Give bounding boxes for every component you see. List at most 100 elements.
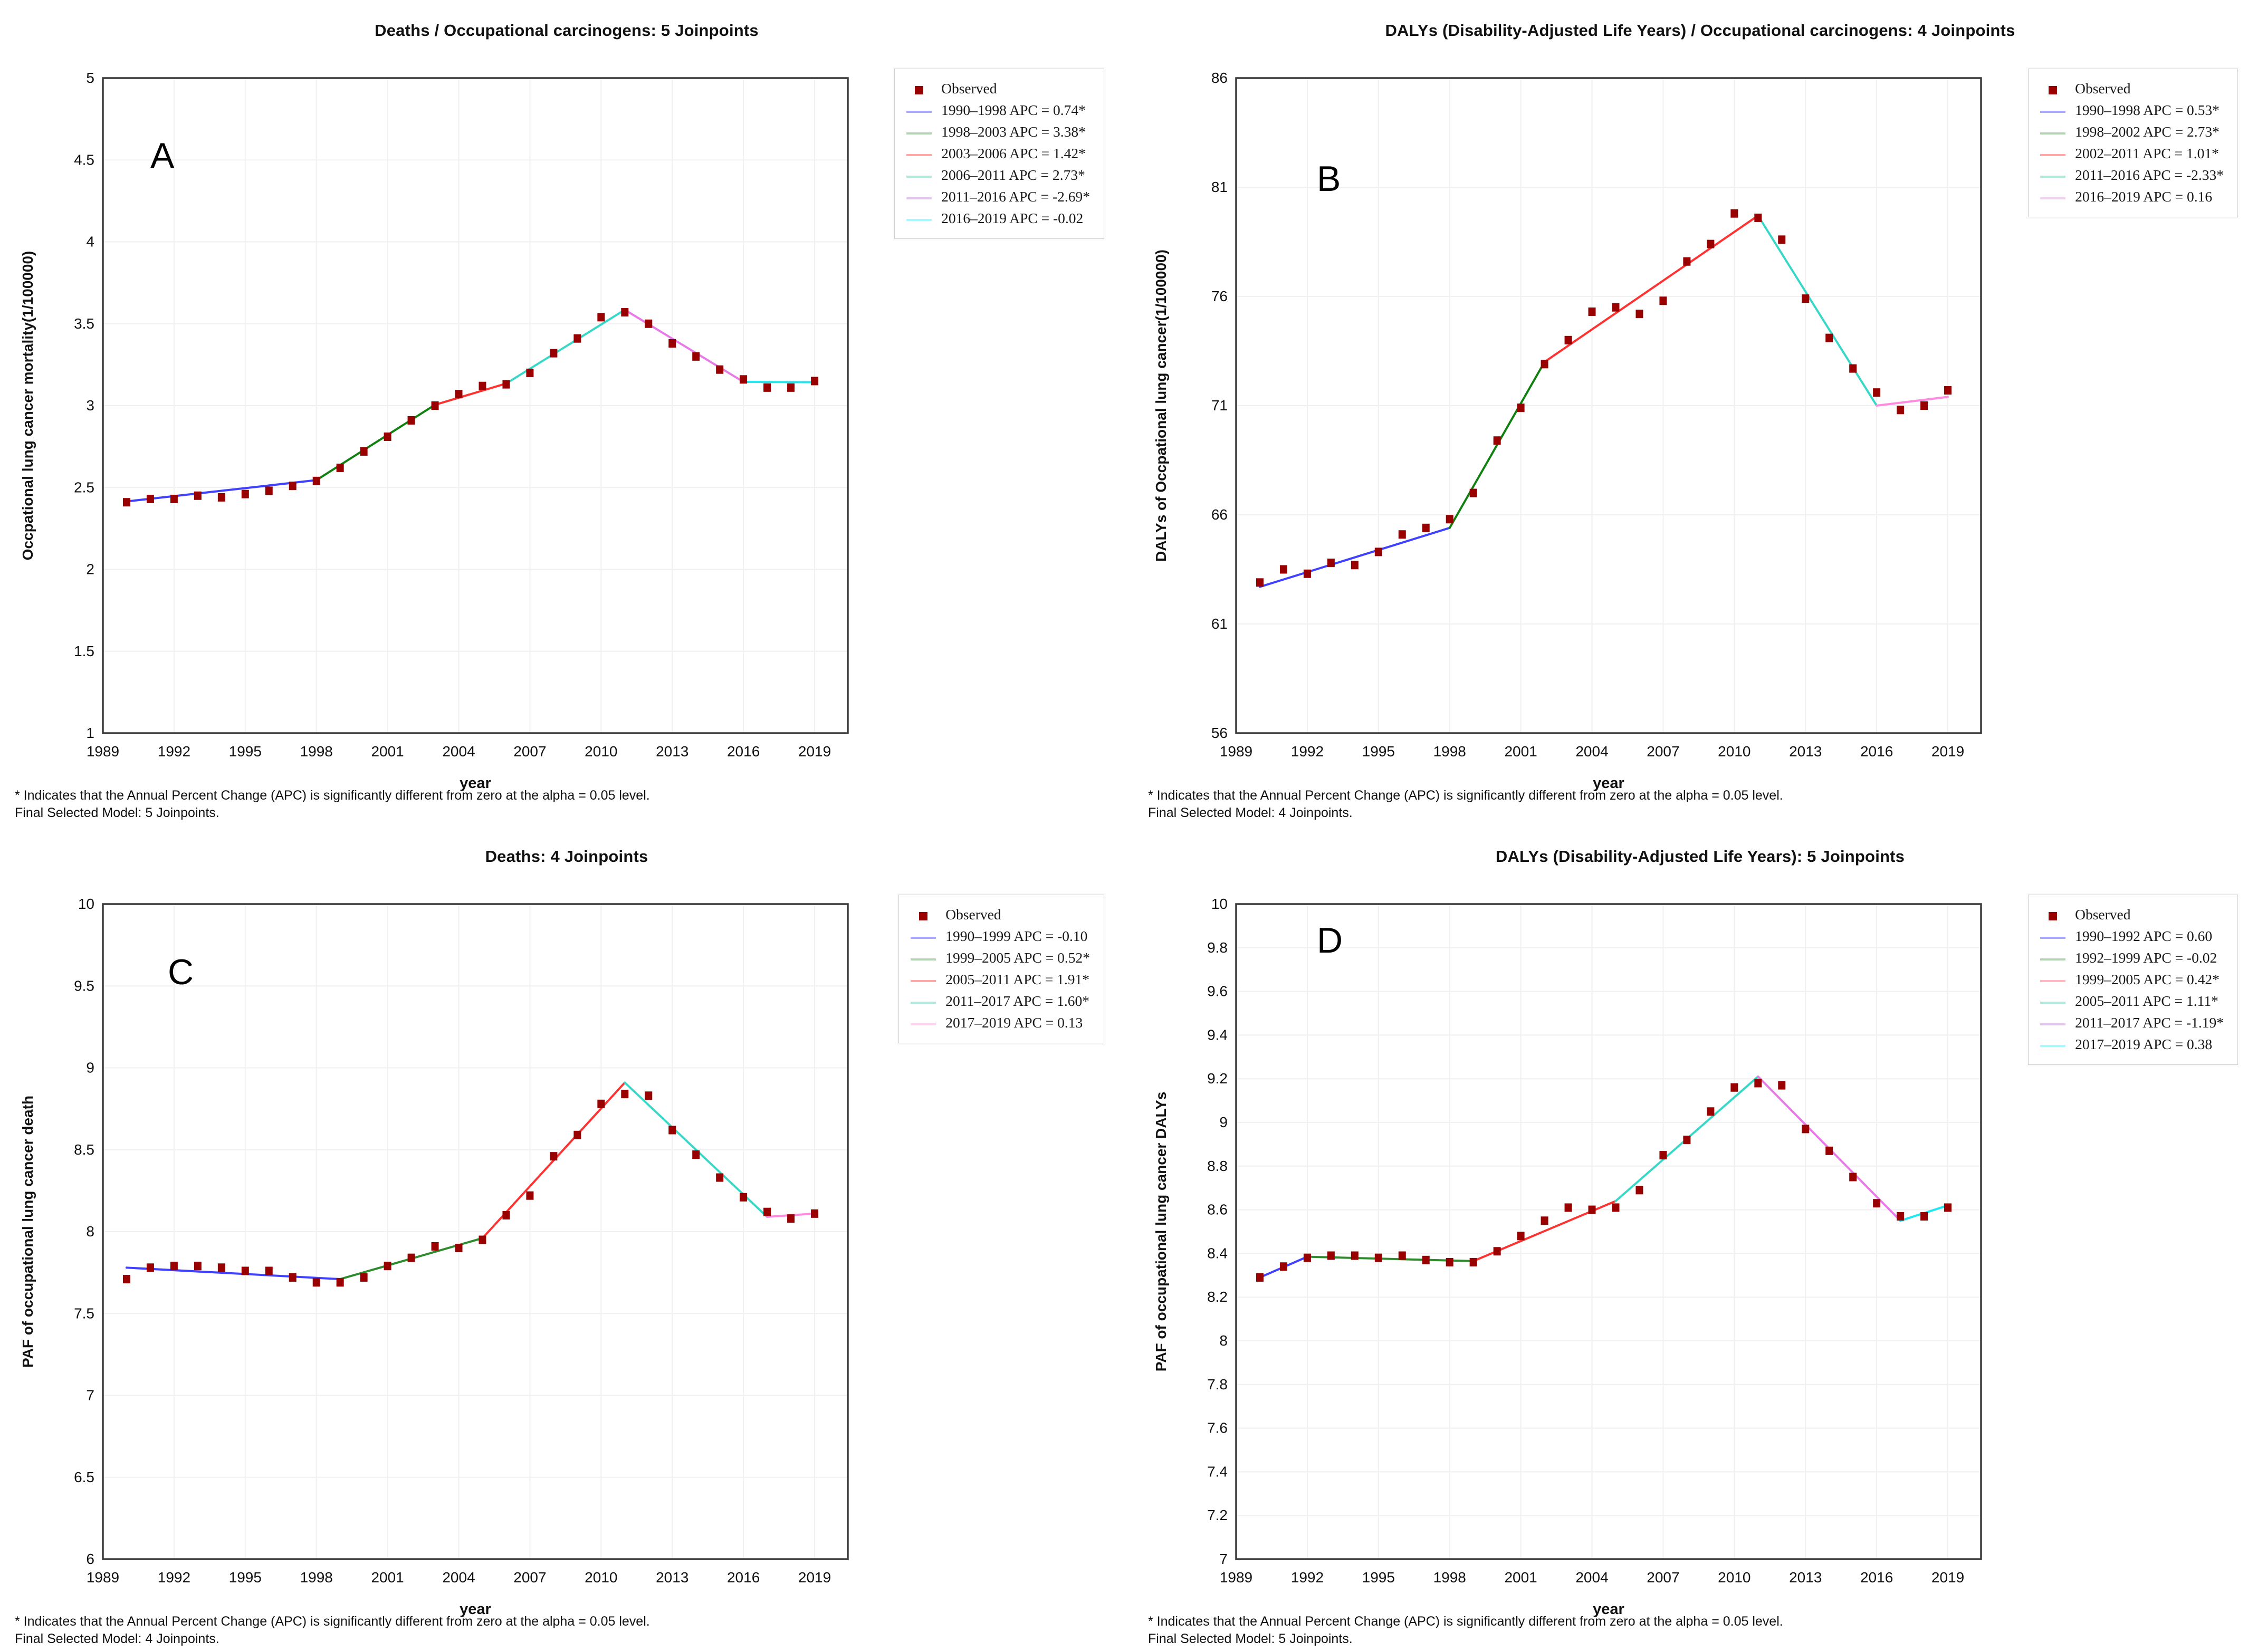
observed-point — [407, 1253, 415, 1262]
observed-marker-icon — [915, 85, 924, 94]
y-tick-label: 8.6 — [1207, 1202, 1228, 1218]
observed-point — [1469, 1257, 1477, 1266]
x-tick-label: 1998 — [300, 1569, 333, 1586]
observed-point — [1825, 333, 1833, 342]
y-tick-label: 4 — [86, 234, 94, 250]
observed-point — [1920, 401, 1928, 410]
y-tick-label: 2.5 — [74, 479, 94, 495]
legend-row-label: 2016–2019 APC = -0.02 — [941, 210, 1084, 226]
observed-point — [431, 401, 439, 410]
observed-point — [573, 334, 581, 343]
panel-a-title: Deaths / Occupational carcinogens: 5 Joi… — [375, 21, 759, 40]
legend-line-swatch — [906, 197, 932, 199]
x-tick-label: 2001 — [1504, 743, 1537, 760]
observed-point — [1612, 1203, 1620, 1212]
observed-point — [1469, 488, 1477, 497]
observed-marker-icon — [2049, 911, 2058, 920]
legend-row: 2005–2011 APC = 1.11* — [2039, 990, 2224, 1012]
legend-row-label: 2011–2017 APC = 1.60* — [945, 993, 1089, 1009]
observed-point — [1897, 1212, 1905, 1221]
x-tick-label: 2013 — [656, 743, 688, 760]
observed-point — [384, 432, 391, 441]
segment-2011–2016 — [624, 309, 745, 383]
observed-point — [621, 1090, 629, 1099]
observed-point — [763, 383, 771, 392]
x-tick-label: 2007 — [513, 743, 546, 760]
x-tick-label: 1989 — [1220, 1569, 1252, 1586]
x-tick-label: 1989 — [1220, 743, 1252, 760]
x-tick-label: 2010 — [1718, 1569, 1751, 1586]
chart-a: 5 4.5 4 3.5 3 2.5 2 1.5 1 1989 1992 1995 1998 2001 200… — [0, 0, 1133, 826]
observed-point — [668, 1126, 676, 1135]
legend-row: 2017–2019 APC = 0.13 — [910, 1012, 1090, 1033]
x-tick-label: 1998 — [1433, 743, 1466, 760]
observed-point — [1707, 239, 1715, 248]
legend-row: 2011–2017 APC = -1.19* — [2039, 1012, 2224, 1033]
panel-letter: A — [150, 136, 175, 176]
legend-observed-label: Observed — [2075, 80, 2131, 97]
observed-point — [360, 447, 368, 456]
legend-line-swatch — [2040, 197, 2066, 199]
y-axis-label: PAF of occupational lung cancer DALYs — [1153, 1092, 1169, 1372]
legend-row: 2006–2011 APC = 2.73* — [905, 164, 1090, 186]
x-tick-label: 2019 — [798, 743, 831, 760]
observed-point — [146, 494, 154, 503]
panel-a-legend: Observed 1990–1998 APC = 0.74* 1998–2003 A… — [894, 69, 1104, 239]
legend-line-swatch — [2040, 132, 2066, 135]
observed-point — [692, 1150, 700, 1159]
y-axis-label: PAF of occupational lung cancer death — [20, 1096, 36, 1368]
observed-point — [1517, 1232, 1525, 1241]
x-tick-label: 1989 — [87, 743, 119, 760]
legend-row-label: 1992–1999 APC = -0.02 — [2075, 949, 2217, 966]
observed-point — [645, 319, 653, 328]
observed-point — [550, 1152, 558, 1161]
y-tick-label: 5 — [86, 70, 94, 86]
legend-row-label: 2006–2011 APC = 2.73* — [941, 167, 1085, 183]
panel-c-footnote: * Indicates that the Annual Percent Chan… — [15, 1613, 650, 1648]
x-tick-label: 2013 — [1789, 1569, 1822, 1586]
x-tick-label: 2016 — [1860, 743, 1893, 760]
y-tick-label: 8 — [86, 1223, 94, 1240]
legend-row-label: 1998–2002 APC = 2.73* — [2075, 123, 2220, 140]
y-tick-label: 8 — [1219, 1332, 1228, 1349]
footnote-asterisk-line: * Indicates that the Annual Percent Chan… — [15, 1614, 650, 1629]
observed-point — [1825, 1146, 1833, 1155]
y-tick-label: 1.5 — [74, 643, 94, 659]
legend-row-label: 1999–2005 APC = 0.52* — [945, 949, 1090, 966]
x-tick-label: 1992 — [1291, 743, 1324, 760]
observed-point — [289, 482, 296, 491]
x-tick-label: 2010 — [585, 1569, 617, 1586]
observed-point — [431, 1242, 439, 1251]
x-tick-label: 2019 — [798, 1569, 831, 1586]
legend-row-observed: Observed — [905, 78, 1090, 99]
observed-point — [716, 365, 724, 374]
plot-border — [102, 903, 849, 1560]
legend-row-label: 2011–2016 APC = -2.69* — [941, 188, 1090, 205]
legend-line-swatch — [911, 979, 936, 982]
legend-line-swatch — [911, 936, 936, 939]
observed-point — [1351, 1251, 1359, 1260]
observed-marker-icon — [919, 911, 928, 920]
legend-row: 2016–2019 APC = -0.02 — [905, 207, 1090, 229]
y-tick-label: 4.5 — [74, 151, 94, 168]
footnote-asterisk-line: * Indicates that the Annual Percent Chan… — [1148, 788, 1783, 803]
y-axis-label: DALYs of Occpational lung cancer(1/10000… — [1153, 249, 1169, 562]
legend-line-swatch — [906, 218, 932, 221]
legend-line-swatch — [906, 153, 932, 156]
legend-line-swatch — [2040, 936, 2066, 939]
chart-c: 10 9.5 9 8.5 8 7.5 7 6.5 6 1989 1992 1995 1998 2001 20… — [0, 826, 1133, 1652]
observed-point — [740, 1193, 748, 1202]
legend-line-swatch — [906, 175, 932, 178]
observed-point — [217, 1263, 225, 1272]
observed-point — [621, 308, 629, 317]
observed-point — [1730, 209, 1738, 218]
x-axis-label: year — [460, 775, 491, 792]
panel-b: 86 81 76 71 66 61 56 1989 1992 1995 1998 2001 2004 20… — [1133, 0, 2267, 826]
observed-point — [1635, 1186, 1643, 1195]
x-tick-label: 2010 — [585, 743, 617, 760]
panel-d-title: DALYs (Disability-Adjusted Life Years): … — [1495, 847, 1905, 866]
observed-point — [1422, 523, 1430, 532]
footnote-asterisk-line: * Indicates that the Annual Percent Chan… — [1148, 1614, 1783, 1629]
y-tick-label: 8.8 — [1207, 1158, 1228, 1174]
